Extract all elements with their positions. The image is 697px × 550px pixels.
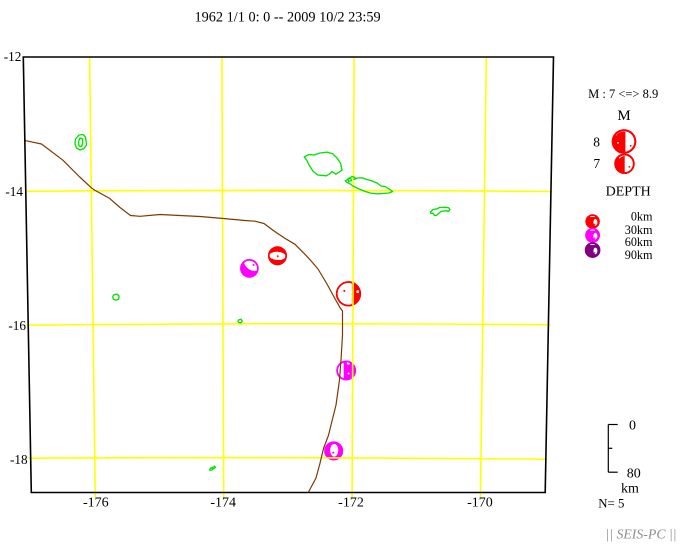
svg-text:90km: 90km [625,248,653,262]
svg-text:-18: -18 [10,452,28,467]
svg-text:|| SEIS-PC ||: || SEIS-PC || [605,527,676,542]
svg-text:-14: -14 [5,184,23,199]
svg-text:30km: 30km [625,223,653,237]
svg-text:DEPTH: DEPTH [606,185,651,200]
svg-text:-16: -16 [8,318,26,333]
svg-text:7: 7 [593,156,600,171]
svg-text:km: km [621,481,639,496]
svg-text:0: 0 [629,419,636,434]
svg-text:80: 80 [627,466,641,481]
svg-text:-12: -12 [4,49,22,64]
svg-text:-176: -176 [83,496,109,511]
svg-text:0km: 0km [631,209,653,223]
svg-text:N= 5: N= 5 [598,497,624,511]
svg-text:M: M [617,108,630,124]
svg-text:-174: -174 [210,496,236,511]
svg-text:M : 7 <=> 8.9: M : 7 <=> 8.9 [588,87,658,101]
svg-text:1962 1/1 0: 0 -- 2009 10/2 23:: 1962 1/1 0: 0 -- 2009 10/2 23:59 [194,10,380,26]
svg-text:8: 8 [593,135,600,150]
svg-text:-172: -172 [338,496,364,511]
svg-text:60km: 60km [625,235,653,249]
svg-text:-170: -170 [467,496,493,511]
